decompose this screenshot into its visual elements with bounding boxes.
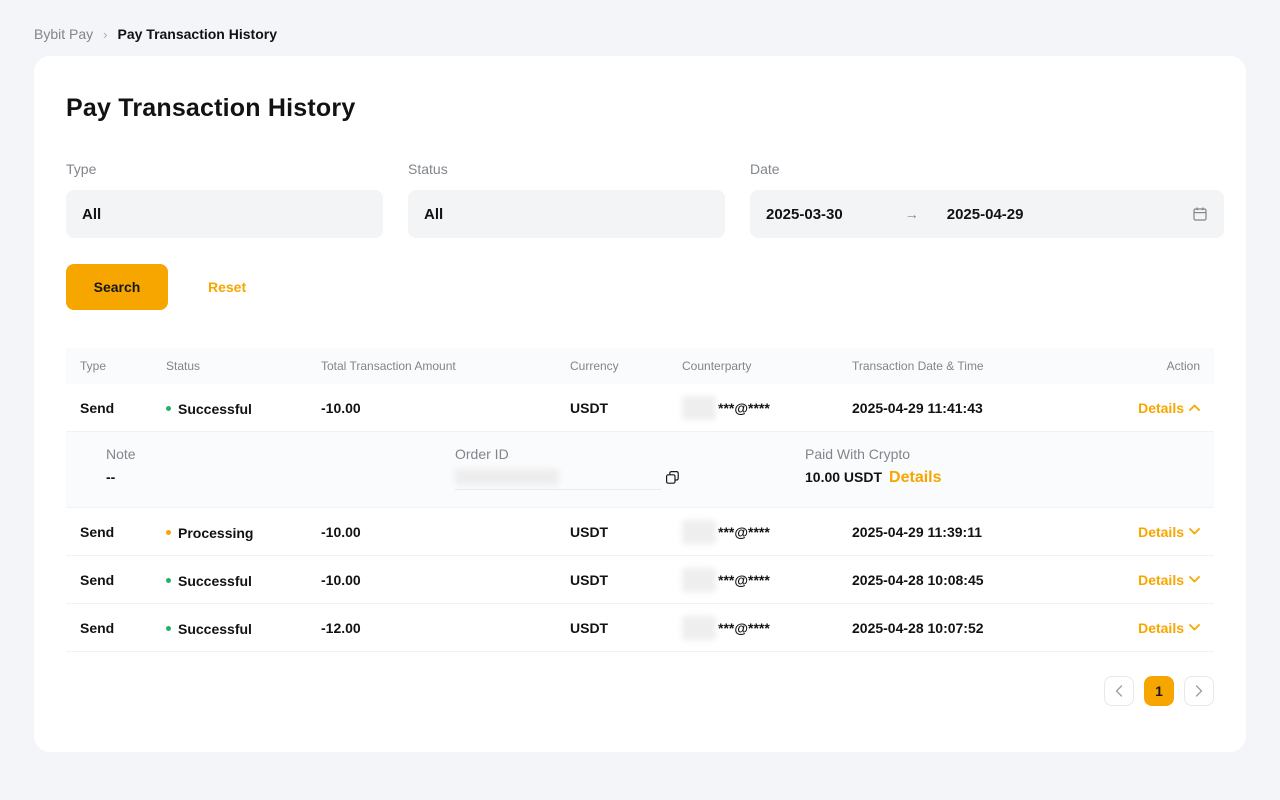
row-type: Send	[80, 399, 115, 416]
filters-row: Type All Status All Date 2025-03-30 → 20…	[66, 161, 1224, 238]
table-header-row: Type Status Total Transaction Amount Cur…	[66, 348, 1214, 384]
row-action: Details	[1084, 572, 1214, 588]
row-currency: USDT	[570, 619, 609, 636]
row-datetime: 2025-04-28 10:08:45	[852, 571, 984, 588]
row-action: Details	[1084, 620, 1214, 636]
table-row: Send Successful -12.00 USDT ***@**** 202…	[66, 604, 1214, 652]
redacted-counterparty-blur	[682, 615, 716, 640]
actions-row: Search Reset	[66, 264, 1214, 310]
paid-with-crypto-value: 10.00 USDT	[805, 469, 883, 485]
type-filter: Type All	[66, 161, 383, 238]
order-id-value-redacted	[455, 469, 661, 490]
row-counterparty: ***@****	[668, 395, 838, 420]
row-amount: -12.00	[321, 619, 361, 636]
pagination-page-1-button[interactable]: 1	[1144, 676, 1174, 706]
redacted-counterparty-blur	[682, 567, 716, 592]
pagination-prev-button[interactable]	[1104, 676, 1134, 706]
paid-details-link[interactable]: Details	[889, 469, 942, 486]
status-select-value: All	[424, 205, 444, 223]
row-status: Processing	[152, 522, 307, 541]
header-datetime: Transaction Date & Time	[852, 359, 984, 373]
breadcrumb-parent-link[interactable]: Bybit Pay	[34, 26, 94, 42]
row-amount: -10.00	[321, 399, 361, 416]
row-counterparty: ***@****	[668, 519, 838, 544]
expanded-detail-panel: Note -- Order ID	[66, 432, 1214, 508]
date-range-arrow-icon: →	[904, 206, 919, 222]
status-dot-success	[166, 626, 171, 632]
date-end-value[interactable]: 2025-04-29	[946, 205, 1024, 223]
row-datetime: 2025-04-28 10:07:52	[852, 619, 984, 636]
row-type: Send	[80, 571, 115, 588]
date-filter-label: Date	[750, 161, 780, 177]
row-action: Details	[1084, 400, 1214, 416]
page-title: Pay Transaction History	[66, 94, 356, 122]
row-currency: USDT	[570, 399, 609, 416]
status-dot-success	[166, 578, 171, 584]
row-status: Successful	[152, 618, 307, 637]
type-filter-label: Type	[66, 161, 97, 177]
redacted-order-id-blur	[455, 469, 559, 485]
status-dot-success	[166, 406, 171, 412]
row-type: Send	[80, 523, 115, 540]
search-button[interactable]: Search	[66, 264, 168, 310]
paid-with-crypto-label: Paid With Crypto	[805, 446, 911, 462]
status-dot-processing	[166, 530, 171, 536]
table-row: Send Successful -10.00 USDT ***@**** 202…	[66, 384, 1214, 432]
date-filter: Date 2025-03-30 → 2025-04-29	[750, 161, 1224, 238]
breadcrumb: Bybit Pay › Pay Transaction History	[0, 0, 1280, 56]
row-datetime: 2025-04-29 11:39:11	[852, 523, 982, 540]
row-counterparty: ***@****	[668, 615, 838, 640]
note-value: --	[106, 469, 116, 485]
row-datetime: 2025-04-29 11:41:43	[852, 399, 983, 416]
header-type: Type	[80, 359, 107, 373]
status-filter: Status All	[408, 161, 725, 238]
redacted-counterparty-blur	[682, 519, 716, 544]
row-currency: USDT	[570, 571, 609, 588]
row-amount: -10.00	[321, 523, 361, 540]
header-counterparty: Counterparty	[682, 359, 752, 373]
paid-with-crypto-block: Paid With Crypto 10.00 USDT Details	[805, 446, 942, 491]
details-expand-button[interactable]: Details	[1138, 524, 1200, 540]
transactions-table: Type Status Total Transaction Amount Cur…	[66, 348, 1214, 652]
header-amount: Total Transaction Amount	[321, 359, 456, 373]
chevron-down-icon	[1189, 576, 1200, 583]
header-action: Action	[1166, 359, 1200, 373]
row-amount: -10.00	[321, 571, 361, 588]
details-collapse-button[interactable]: Details	[1138, 400, 1200, 416]
copy-icon[interactable]	[665, 470, 680, 490]
redacted-counterparty-blur	[682, 395, 716, 420]
chevron-up-icon	[1189, 404, 1200, 411]
status-filter-label: Status	[408, 161, 448, 177]
note-label: Note	[106, 446, 136, 462]
chevron-down-icon	[1189, 624, 1200, 631]
row-type: Send	[80, 619, 115, 636]
type-select-value: All	[82, 205, 102, 223]
pagination: 1	[66, 676, 1214, 706]
breadcrumb-current: Pay Transaction History	[117, 26, 277, 42]
order-id-block: Order ID	[455, 446, 805, 491]
chevron-down-icon	[1189, 528, 1200, 535]
details-expand-button[interactable]: Details	[1138, 620, 1200, 636]
pagination-next-button[interactable]	[1184, 676, 1214, 706]
date-range-input[interactable]: 2025-03-30 → 2025-04-29	[750, 190, 1224, 238]
reset-button[interactable]: Reset	[208, 279, 247, 295]
breadcrumb-separator-icon: ›	[103, 26, 108, 42]
calendar-icon[interactable]	[1192, 206, 1208, 222]
main-card: Pay Transaction History Type All Status …	[34, 56, 1246, 752]
header-status: Status	[166, 359, 201, 373]
row-counterparty: ***@****	[668, 567, 838, 592]
header-currency: Currency	[570, 359, 619, 373]
row-currency: USDT	[570, 523, 609, 540]
details-expand-button[interactable]: Details	[1138, 572, 1200, 588]
note-block: Note --	[106, 446, 455, 491]
table-row: Send Processing -10.00 USDT ***@**** 202…	[66, 508, 1214, 556]
row-status: Successful	[152, 570, 307, 589]
row-action: Details	[1084, 524, 1214, 540]
row-status: Successful	[152, 398, 307, 417]
type-select[interactable]: All	[66, 190, 383, 238]
order-id-label: Order ID	[455, 446, 509, 462]
table-row: Send Successful -10.00 USDT ***@**** 202…	[66, 556, 1214, 604]
date-start-value[interactable]: 2025-03-30	[766, 205, 843, 223]
status-select[interactable]: All	[408, 190, 725, 238]
